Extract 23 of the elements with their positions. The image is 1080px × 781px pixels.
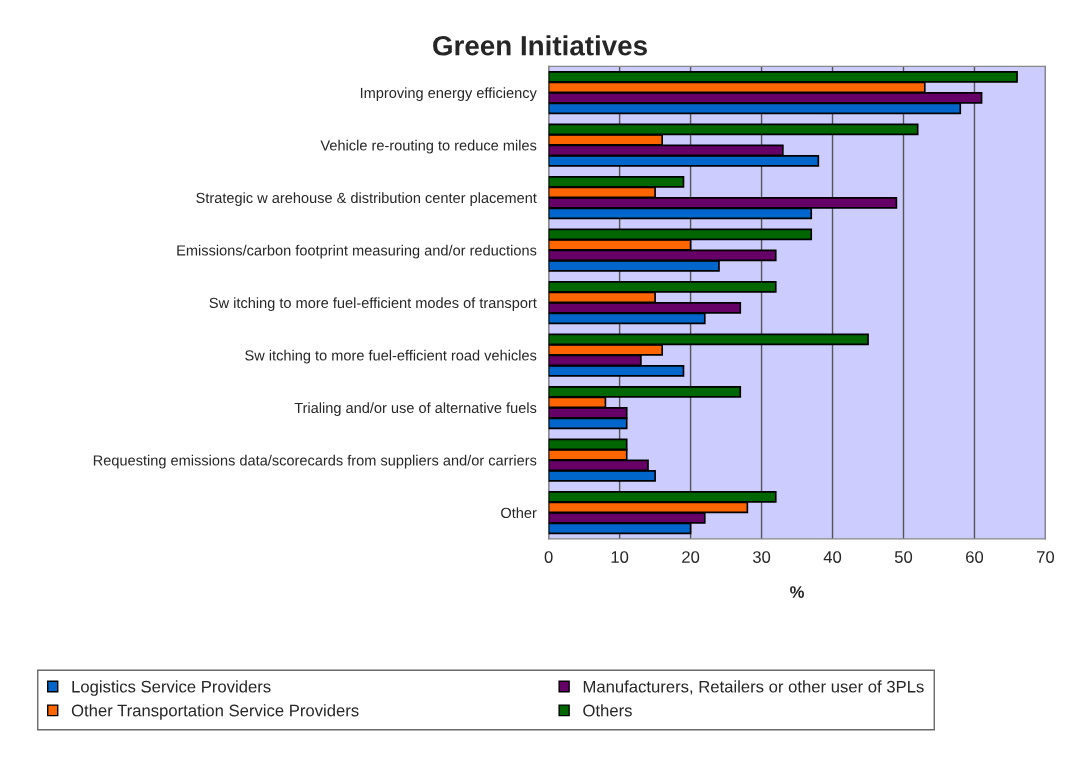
x-tick-label: 60 <box>966 551 984 563</box>
y-tick-label: Trialing and/or use of alternative fuels <box>294 402 537 416</box>
x-tick-label: 20 <box>682 551 700 563</box>
x-axis-title: % <box>790 586 805 598</box>
y-tick-label: Requesting emissions data/scorecards from suppliers and/or carriers <box>93 454 537 469</box>
chart-title: Green Initiatives <box>433 35 647 56</box>
x-tick-label: 40 <box>823 551 842 563</box>
y-tick-label: Vehicle re-routing to reduce miles <box>320 139 537 154</box>
y-tick-label: Improving energy efficiency <box>360 87 537 101</box>
y-tick-label: Sw itching to more fuel-efficient modes of transport <box>209 297 537 311</box>
y-tick-label: Emissions/carbon footprint measuring and/or reductions <box>177 244 537 259</box>
legend-label: Others <box>583 704 632 717</box>
x-tick-label: 0 <box>544 551 553 563</box>
legend-label: Other Transportation Service Providers <box>71 704 359 720</box>
legend-label: Logistics Service Providers <box>72 680 271 696</box>
y-tick-label: Other <box>501 507 537 519</box>
y-tick-label: Strategic w arehouse & distribution center placement <box>196 192 537 206</box>
y-tick-label: Sw itching to more fuel-efficient road vehicles <box>245 349 537 364</box>
x-tick-label: 30 <box>752 551 771 563</box>
x-tick-label: 50 <box>894 551 913 563</box>
x-tick-label: 70 <box>1037 551 1055 563</box>
x-tick-label: 10 <box>611 551 629 563</box>
legend-label: Manufacturers, Retailers or other user of 3PLs <box>583 680 924 695</box>
